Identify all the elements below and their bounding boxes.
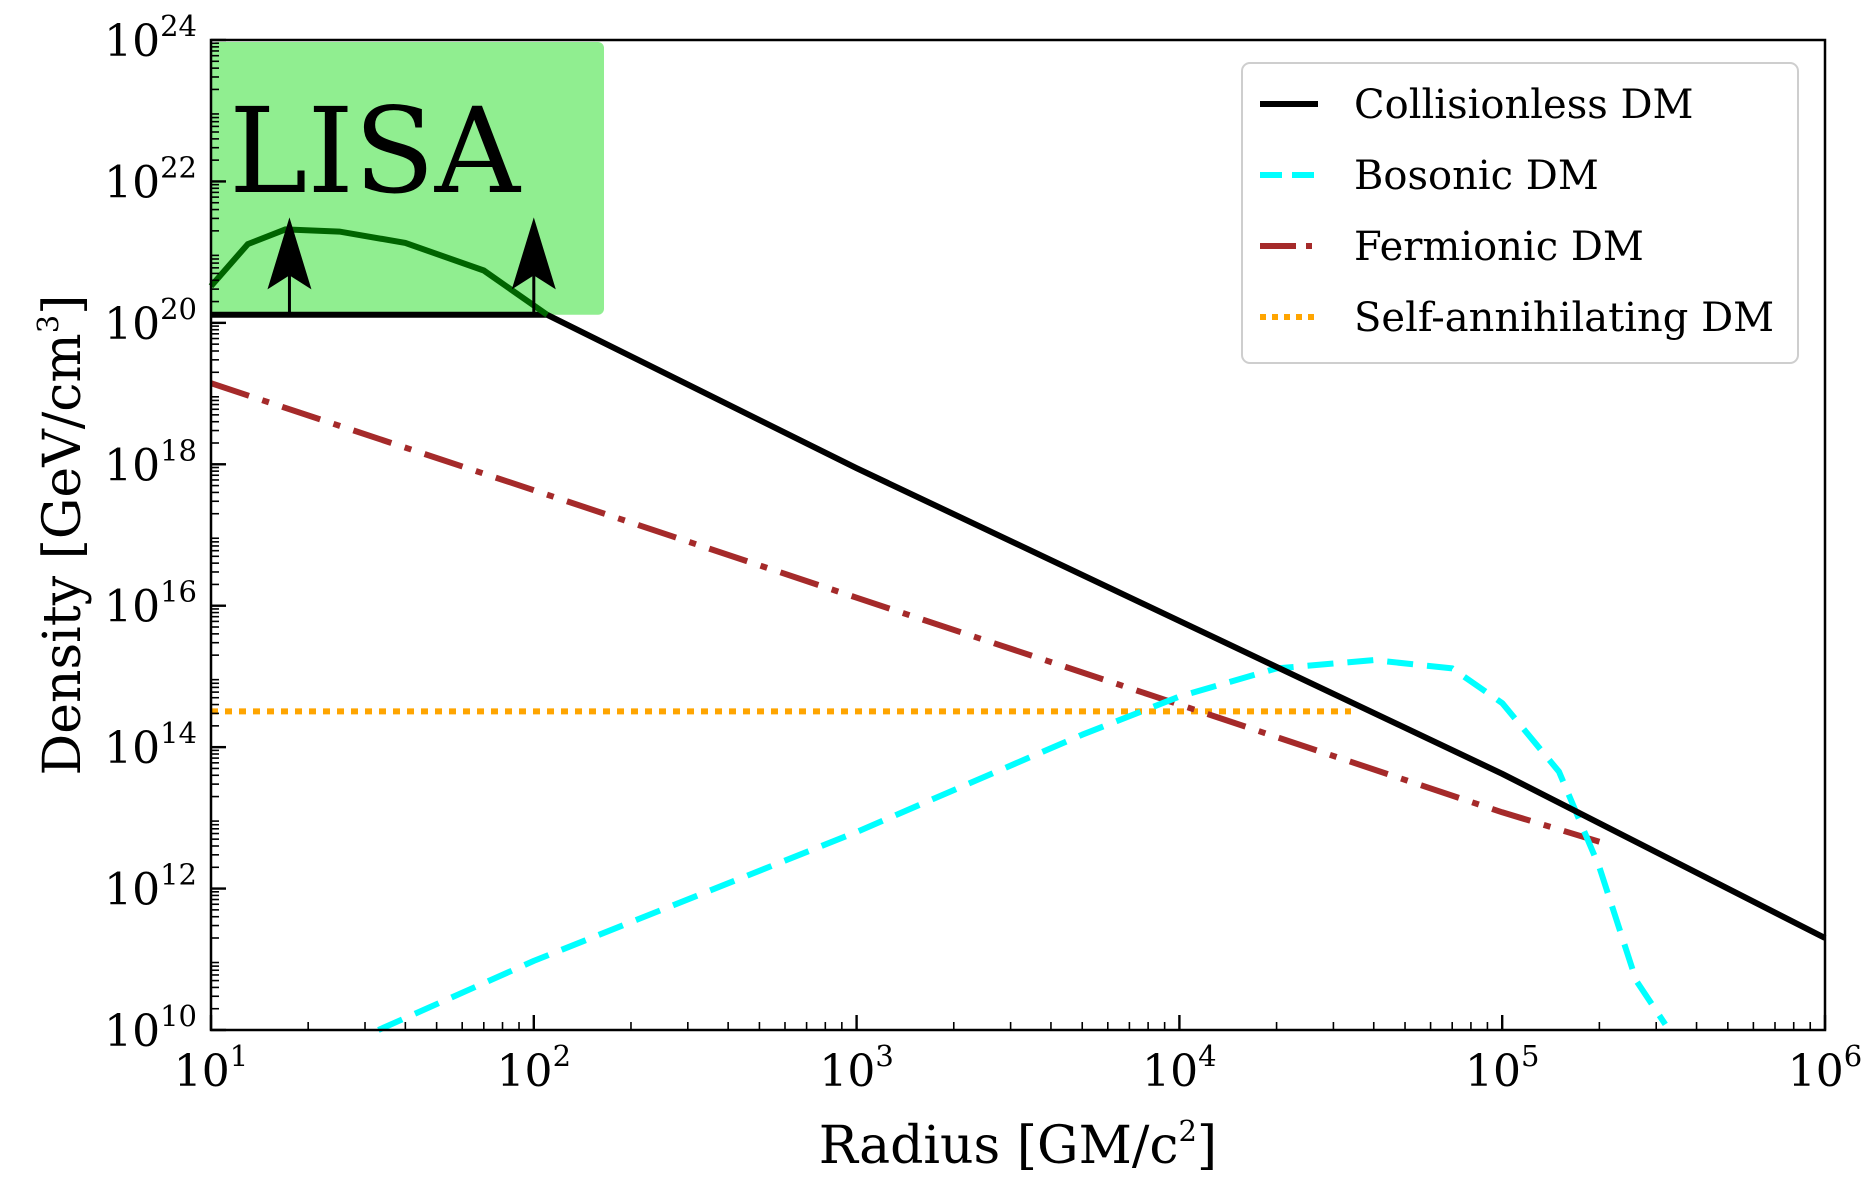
y-tick-label: 1012 [104, 858, 197, 916]
series-line-bosonic-dm [377, 657, 1668, 1033]
tick-labels-layer: 101 102 103 104 105 106 1010 1012 1014 1016 1018 10… [104, 9, 1862, 1097]
lisa-annotation-layer: LISA [208, 82, 556, 318]
lisa-label: LISA [229, 82, 522, 220]
lisa-arrow-head-1 [267, 217, 312, 290]
y-tick-label: 1024 [104, 9, 197, 67]
ticks-layer [209, 38, 1827, 1032]
plot-frame [209, 38, 1827, 1032]
y-tick-label: 1010 [104, 999, 197, 1057]
y-tick-label: 1020 [104, 292, 197, 350]
y-axis-title: Density [GeV/cm3] [31, 295, 93, 776]
x-tick-label: 105 [1465, 1039, 1539, 1097]
legend-label-fermionic: Fermionic DM [1354, 224, 1644, 270]
series-line-fermionic-dm [210, 380, 1601, 845]
legend-label-bosonic: Bosonic DM [1354, 153, 1599, 199]
legend-box [1241, 62, 1799, 364]
lisa-arrow-head-2 [511, 217, 556, 290]
x-tick-label: 104 [1142, 1039, 1216, 1097]
series-line-collisionless-dm [211, 311, 1827, 941]
lisa-region [211, 42, 605, 315]
lisa-sensitivity-curve [208, 226, 549, 318]
legend-label-self-annihilating: Self-annihilating DM [1354, 295, 1774, 341]
x-axis-title: Radius [GM/c2] [819, 1114, 1217, 1176]
lisa-region-layer [211, 42, 605, 315]
y-tick-label: 1018 [104, 433, 197, 491]
legend: Collisionless DM Bosonic DM Fermionic DM… [1241, 62, 1799, 364]
x-tick-label: 102 [497, 1039, 571, 1097]
y-tick-label: 1016 [104, 575, 197, 633]
y-tick-label: 1014 [104, 716, 197, 774]
x-tick-label: 101 [174, 1039, 248, 1097]
x-tick-label: 103 [819, 1039, 893, 1097]
x-tick-label: 106 [1788, 1039, 1862, 1097]
legend-label-collisionless: Collisionless DM [1354, 82, 1694, 128]
series-layer [210, 311, 1827, 1033]
y-tick-label: 1022 [104, 150, 197, 208]
